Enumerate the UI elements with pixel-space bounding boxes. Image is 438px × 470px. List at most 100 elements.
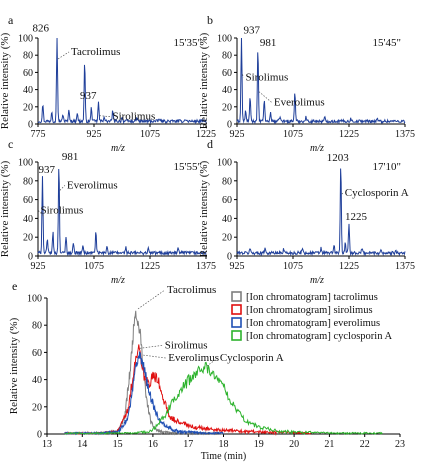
y-tick-label: 80 xyxy=(23,176,33,187)
y-tick-label: 100 xyxy=(18,158,33,169)
legend: [Ion chromatogram] tacrolimus [Ion chroma… xyxy=(231,291,392,342)
label-c-everolimus: Everolimus xyxy=(67,179,118,191)
x-tick-label: 1225 xyxy=(339,129,359,140)
y-tick-label: 80 xyxy=(32,321,42,332)
x-tick-label: 1225 xyxy=(339,261,359,272)
leader-line xyxy=(139,344,163,349)
label-c-peak-981: 981 xyxy=(62,151,78,163)
y-axis-label: Relative intensity (%) xyxy=(198,160,210,257)
label-a-peak-826: 826 xyxy=(33,23,50,35)
leader-line xyxy=(341,192,344,195)
x-axis-label: Time (min) xyxy=(201,451,246,462)
y-tick-label: 100 xyxy=(18,34,33,45)
x-tick-label: 1075 xyxy=(283,129,303,140)
label-e-tacrolimus: Tacrolimus xyxy=(167,284,216,296)
label-c-peak-937: 937 xyxy=(38,164,55,176)
y-tick-label: 0 xyxy=(28,120,33,131)
panel-letter-d: d xyxy=(207,137,213,151)
x-axis-label: m/z xyxy=(310,143,324,154)
x-tick-label: 18 xyxy=(219,439,229,450)
x-tick-label: 1225 xyxy=(140,261,160,272)
label-d-cyclosporin: Cyclosporin A xyxy=(345,187,409,199)
series-line-3 xyxy=(64,361,383,435)
x-tick-label: 1375 xyxy=(395,129,415,140)
x-axis-label: m/z xyxy=(310,275,324,286)
x-tick-label: 925 xyxy=(230,129,245,140)
label-d-peak-1225: 1225 xyxy=(345,211,368,223)
x-tick-label: 13 xyxy=(42,439,52,450)
y-tick-label: 40 xyxy=(32,375,42,386)
y-tick-label: 60 xyxy=(32,348,42,359)
legend-entry-0: [Ion chromatogram] tacrolimus xyxy=(246,292,378,303)
spectrum-line-c xyxy=(37,169,207,257)
panel-letter-b: b xyxy=(207,13,213,27)
y-tick-label: 40 xyxy=(222,85,232,96)
x-tick-label: 23 xyxy=(395,439,405,450)
y-tick-label: 0 xyxy=(37,430,42,441)
legend-swatch-3 xyxy=(231,330,242,341)
legend-entry-1: [Ion chromatogram] sirolimus xyxy=(246,305,373,316)
y-tick-label: 60 xyxy=(222,195,232,206)
leader-line xyxy=(258,91,273,103)
x-tick-label: 17 xyxy=(183,439,193,450)
x-tick-label: 16 xyxy=(148,439,158,450)
panel-letter-c: c xyxy=(8,137,13,151)
time-label: 17'10" xyxy=(373,161,401,173)
panel-letter-a: a xyxy=(8,13,14,27)
y-tick-label: 20 xyxy=(222,102,232,113)
x-tick-label: 1375 xyxy=(395,261,415,272)
y-tick-label: 40 xyxy=(23,214,33,225)
y-tick-label: 20 xyxy=(23,233,33,244)
time-label: 15'45" xyxy=(373,37,401,49)
y-tick-label: 100 xyxy=(217,34,232,45)
legend-entry-3: [Ion chromatogram] cyclosporin A xyxy=(246,331,392,342)
x-tick-label: 775 xyxy=(31,129,46,140)
label-b-sirolimus: Sirolimus xyxy=(245,71,288,83)
y-tick-label: 60 xyxy=(23,195,33,206)
panel-e: 0 20 40 60 80 100 13 14 15 16 17 18 19 20 21 22 23 Relati… xyxy=(8,279,405,462)
x-axis-label: m/z xyxy=(111,143,125,154)
panel-c: 0 20 40 60 80 100 925 1075 1225 1375 Relative inte… xyxy=(0,137,216,286)
y-tick-label: 80 xyxy=(222,176,232,187)
x-tick-label: 20 xyxy=(289,439,299,450)
label-a-tacrolimus: Tacrolimus xyxy=(71,46,120,58)
time-label: 15'55" xyxy=(174,161,202,173)
y-tick-label: 0 xyxy=(28,252,33,263)
x-tick-label: 925 xyxy=(87,129,102,140)
legend-swatch-0 xyxy=(231,291,242,302)
y-axis-label: Relative intensity (%) xyxy=(198,32,210,129)
label-d-peak-1203: 1203 xyxy=(327,152,350,164)
y-tick-label: 20 xyxy=(222,233,232,244)
label-a-sirolimus: Sirolimus xyxy=(112,111,155,123)
label-b-everolimus: Everolimus xyxy=(274,97,325,109)
spectrum-line-a xyxy=(37,37,207,125)
leader-line xyxy=(242,74,244,78)
spectrum-line-d xyxy=(236,168,406,257)
label-a-peak-937: 937 xyxy=(80,90,97,102)
y-tick-label: 20 xyxy=(23,102,33,113)
x-tick-label: 1075 xyxy=(140,129,160,140)
y-tick-label: 0 xyxy=(227,252,232,263)
label-b-peak-981: 981 xyxy=(260,37,277,49)
y-tick-label: 100 xyxy=(27,294,42,305)
x-axis-label: m/z xyxy=(111,275,125,286)
y-tick-label: 40 xyxy=(222,214,232,225)
panel-letter-e: e xyxy=(12,279,17,293)
y-axis-label: Relative intensity (%) xyxy=(0,160,11,257)
y-tick-label: 40 xyxy=(23,85,33,96)
leader-line xyxy=(206,357,219,367)
spectrum-line-b xyxy=(236,37,406,125)
x-tick-label: 22 xyxy=(360,439,370,450)
label-b-peak-937: 937 xyxy=(243,25,260,37)
x-tick-label: 925 xyxy=(230,261,245,272)
x-tick-label: 1225 xyxy=(196,129,216,140)
x-tick-label: 15 xyxy=(113,439,123,450)
y-axis-label: Relative intensity (%) xyxy=(0,32,11,129)
x-tick-label: 19 xyxy=(254,439,264,450)
x-tick-label: 14 xyxy=(77,439,87,450)
y-tick-label: 80 xyxy=(222,51,232,62)
leader-line xyxy=(59,185,66,191)
legend-swatch-1 xyxy=(231,304,242,315)
label-e-sirolimus: Sirolimus xyxy=(165,339,208,351)
